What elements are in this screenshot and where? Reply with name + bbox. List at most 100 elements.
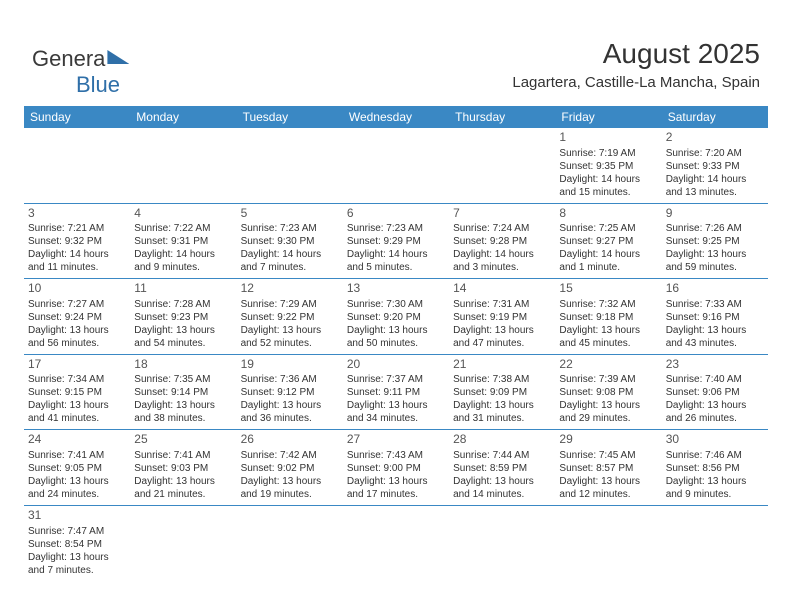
cell-line: Sunrise: 7:41 AM (134, 449, 232, 462)
day-header: Monday (130, 106, 236, 128)
calendar-cell-empty (449, 506, 555, 581)
cell-line: Daylight: 13 hours (666, 475, 764, 488)
cell-line: Sunrise: 7:29 AM (241, 298, 339, 311)
cell-line: Daylight: 14 hours (559, 248, 657, 261)
cell-line: Sunrise: 7:47 AM (28, 525, 126, 538)
cell-line: and 41 minutes. (28, 412, 126, 425)
day-header: Thursday (449, 106, 555, 128)
calendar-cell: 30Sunrise: 7:46 AMSunset: 8:56 PMDayligh… (662, 430, 768, 505)
cell-line: and 52 minutes. (241, 337, 339, 350)
cell-line: Daylight: 13 hours (28, 399, 126, 412)
cell-line: and 7 minutes. (28, 564, 126, 577)
cell-line: Daylight: 13 hours (134, 475, 232, 488)
cell-line: Daylight: 13 hours (453, 399, 551, 412)
cell-line: Sunrise: 7:24 AM (453, 222, 551, 235)
cell-line: Sunrise: 7:28 AM (134, 298, 232, 311)
calendar-cell: 17Sunrise: 7:34 AMSunset: 9:15 PMDayligh… (24, 355, 130, 430)
day-number: 3 (28, 206, 126, 222)
cell-line: Daylight: 13 hours (241, 324, 339, 337)
cell-line: Sunset: 9:18 PM (559, 311, 657, 324)
calendar-cell: 10Sunrise: 7:27 AMSunset: 9:24 PMDayligh… (24, 279, 130, 354)
cell-line: Sunrise: 7:19 AM (559, 147, 657, 160)
cell-line: Sunset: 9:19 PM (453, 311, 551, 324)
cell-line: Sunset: 9:06 PM (666, 386, 764, 399)
day-number: 28 (453, 432, 551, 448)
cell-line: Sunrise: 7:38 AM (453, 373, 551, 386)
day-number: 17 (28, 357, 126, 373)
cell-line: Sunrise: 7:20 AM (666, 147, 764, 160)
cell-line: Sunset: 9:03 PM (134, 462, 232, 475)
calendar-cell: 26Sunrise: 7:42 AMSunset: 9:02 PMDayligh… (237, 430, 343, 505)
cell-line: Sunrise: 7:44 AM (453, 449, 551, 462)
cell-line: Daylight: 14 hours (241, 248, 339, 261)
calendar-cell-empty (237, 128, 343, 203)
cell-line: and 11 minutes. (28, 261, 126, 274)
cell-line: Sunset: 9:12 PM (241, 386, 339, 399)
cell-line: and 26 minutes. (666, 412, 764, 425)
calendar-week: 17Sunrise: 7:34 AMSunset: 9:15 PMDayligh… (24, 355, 768, 431)
cell-line: Sunset: 8:57 PM (559, 462, 657, 475)
day-number: 11 (134, 281, 232, 297)
location-text: Lagartera, Castille-La Mancha, Spain (512, 74, 760, 91)
cell-line: Sunrise: 7:40 AM (666, 373, 764, 386)
day-number: 14 (453, 281, 551, 297)
cell-line: and 17 minutes. (347, 488, 445, 501)
day-header: Sunday (24, 106, 130, 128)
day-number: 2 (666, 130, 764, 146)
day-number: 13 (347, 281, 445, 297)
calendar-cell-empty (130, 128, 236, 203)
day-number: 10 (28, 281, 126, 297)
calendar-cell: 20Sunrise: 7:37 AMSunset: 9:11 PMDayligh… (343, 355, 449, 430)
calendar-cell-empty (662, 506, 768, 581)
day-number: 15 (559, 281, 657, 297)
calendar-cell: 6Sunrise: 7:23 AMSunset: 9:29 PMDaylight… (343, 204, 449, 279)
calendar-week: 31Sunrise: 7:47 AMSunset: 8:54 PMDayligh… (24, 506, 768, 581)
calendar-cell: 11Sunrise: 7:28 AMSunset: 9:23 PMDayligh… (130, 279, 236, 354)
day-number: 30 (666, 432, 764, 448)
cell-line: Sunset: 8:59 PM (453, 462, 551, 475)
calendar: Sunday Monday Tuesday Wednesday Thursday… (24, 106, 768, 581)
cell-line: Sunset: 9:32 PM (28, 235, 126, 248)
day-number: 31 (28, 508, 126, 524)
cell-line: Sunset: 9:35 PM (559, 160, 657, 173)
cell-line: Sunrise: 7:39 AM (559, 373, 657, 386)
cell-line: and 34 minutes. (347, 412, 445, 425)
day-header-row: Sunday Monday Tuesday Wednesday Thursday… (24, 106, 768, 128)
calendar-cell: 1Sunrise: 7:19 AMSunset: 9:35 PMDaylight… (555, 128, 661, 203)
cell-line: Sunrise: 7:34 AM (28, 373, 126, 386)
day-number: 22 (559, 357, 657, 373)
cell-line: Sunrise: 7:41 AM (28, 449, 126, 462)
cell-line: and 13 minutes. (666, 186, 764, 199)
cell-line: Sunset: 9:00 PM (347, 462, 445, 475)
cell-line: Daylight: 14 hours (347, 248, 445, 261)
calendar-cell: 23Sunrise: 7:40 AMSunset: 9:06 PMDayligh… (662, 355, 768, 430)
cell-line: Sunrise: 7:35 AM (134, 373, 232, 386)
cell-line: Daylight: 13 hours (347, 324, 445, 337)
cell-line: Daylight: 13 hours (134, 399, 232, 412)
cell-line: and 24 minutes. (28, 488, 126, 501)
cell-line: and 43 minutes. (666, 337, 764, 350)
cell-line: Daylight: 13 hours (347, 399, 445, 412)
cell-line: Sunset: 9:02 PM (241, 462, 339, 475)
cell-line: and 21 minutes. (134, 488, 232, 501)
calendar-cell: 22Sunrise: 7:39 AMSunset: 9:08 PMDayligh… (555, 355, 661, 430)
cell-line: Daylight: 14 hours (134, 248, 232, 261)
cell-line: and 50 minutes. (347, 337, 445, 350)
day-number: 26 (241, 432, 339, 448)
calendar-cell: 29Sunrise: 7:45 AMSunset: 8:57 PMDayligh… (555, 430, 661, 505)
calendar-cell-empty (449, 128, 555, 203)
day-number: 9 (666, 206, 764, 222)
day-number: 1 (559, 130, 657, 146)
cell-line: Sunset: 9:22 PM (241, 311, 339, 324)
cell-line: and 47 minutes. (453, 337, 551, 350)
calendar-cell: 9Sunrise: 7:26 AMSunset: 9:25 PMDaylight… (662, 204, 768, 279)
cell-line: and 15 minutes. (559, 186, 657, 199)
day-number: 12 (241, 281, 339, 297)
calendar-week: 1Sunrise: 7:19 AMSunset: 9:35 PMDaylight… (24, 128, 768, 204)
calendar-cell-empty (24, 128, 130, 203)
calendar-cell: 28Sunrise: 7:44 AMSunset: 8:59 PMDayligh… (449, 430, 555, 505)
cell-line: and 36 minutes. (241, 412, 339, 425)
calendar-cell-empty (237, 506, 343, 581)
day-number: 4 (134, 206, 232, 222)
calendar-cell: 31Sunrise: 7:47 AMSunset: 8:54 PMDayligh… (24, 506, 130, 581)
